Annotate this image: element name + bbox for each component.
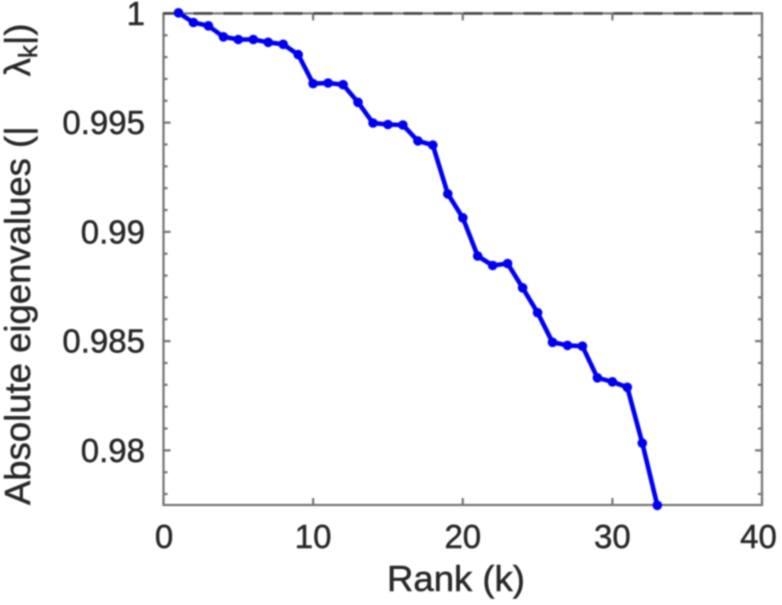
svg-text:0: 0 bbox=[155, 518, 173, 555]
svg-text:40: 40 bbox=[740, 518, 777, 555]
svg-text:1: 1 bbox=[127, 0, 145, 32]
svg-text:0.995: 0.995 bbox=[62, 104, 145, 141]
svg-text:Rank (k): Rank (k) bbox=[387, 558, 525, 599]
svg-text:20: 20 bbox=[444, 518, 481, 555]
svg-text:0.98: 0.98 bbox=[81, 432, 145, 469]
svg-text:10: 10 bbox=[295, 518, 332, 555]
svg-text:0.99: 0.99 bbox=[81, 213, 145, 250]
svg-text:0.985: 0.985 bbox=[62, 323, 145, 360]
svg-text:30: 30 bbox=[594, 518, 631, 555]
